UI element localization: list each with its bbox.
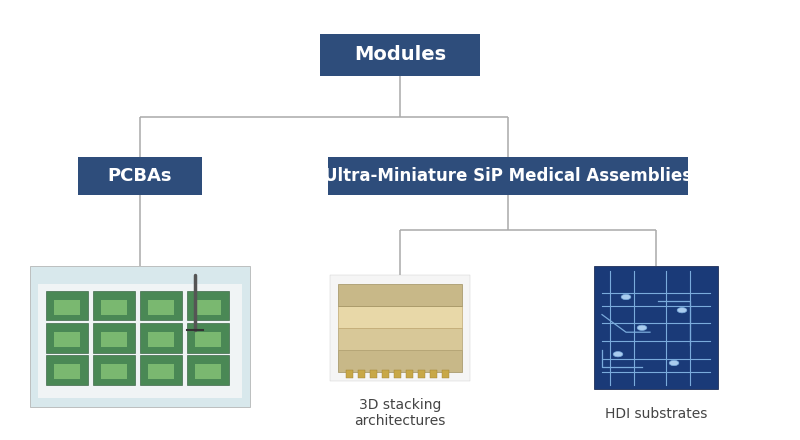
Bar bbox=[370, 370, 378, 378]
Text: HDI substrates: HDI substrates bbox=[605, 407, 707, 421]
Bar bbox=[46, 323, 88, 353]
Bar bbox=[54, 300, 80, 315]
Bar bbox=[140, 291, 182, 320]
Bar bbox=[382, 370, 389, 378]
Bar bbox=[442, 370, 450, 378]
Bar bbox=[54, 332, 80, 347]
Bar bbox=[30, 266, 250, 407]
Bar bbox=[346, 370, 354, 378]
FancyBboxPatch shape bbox=[320, 34, 480, 76]
Bar bbox=[149, 364, 174, 379]
Bar bbox=[594, 266, 718, 389]
Bar bbox=[195, 332, 221, 347]
Text: PCBAs: PCBAs bbox=[108, 167, 172, 185]
Bar bbox=[93, 291, 135, 320]
Bar bbox=[102, 364, 126, 379]
Bar bbox=[394, 370, 401, 378]
Bar bbox=[46, 356, 88, 385]
Bar bbox=[54, 364, 80, 379]
Bar bbox=[418, 370, 426, 378]
Bar bbox=[38, 284, 242, 398]
Bar bbox=[187, 323, 230, 353]
FancyBboxPatch shape bbox=[328, 157, 688, 194]
Text: 3D stacking
architectures: 3D stacking architectures bbox=[354, 398, 446, 429]
Bar bbox=[406, 370, 413, 378]
Text: Modules: Modules bbox=[354, 45, 446, 65]
Bar bbox=[140, 356, 182, 385]
Bar bbox=[187, 356, 230, 385]
Bar bbox=[187, 291, 230, 320]
Bar bbox=[149, 300, 174, 315]
Bar bbox=[338, 328, 462, 350]
Bar bbox=[358, 370, 365, 378]
Bar bbox=[338, 284, 462, 306]
Circle shape bbox=[622, 294, 630, 300]
Bar bbox=[93, 356, 135, 385]
Bar bbox=[330, 275, 470, 381]
Bar bbox=[140, 323, 182, 353]
Circle shape bbox=[614, 352, 622, 357]
Bar bbox=[195, 300, 221, 315]
Circle shape bbox=[669, 360, 678, 366]
Bar bbox=[102, 300, 126, 315]
Bar bbox=[338, 306, 462, 328]
FancyBboxPatch shape bbox=[78, 157, 202, 194]
Bar bbox=[338, 350, 462, 372]
Circle shape bbox=[638, 325, 646, 330]
Bar bbox=[430, 370, 437, 378]
Bar bbox=[46, 291, 88, 320]
Circle shape bbox=[677, 308, 686, 313]
Bar bbox=[93, 323, 135, 353]
Bar bbox=[195, 364, 221, 379]
Bar bbox=[149, 332, 174, 347]
Text: Ultra-Miniature SiP Medical Assemblies: Ultra-Miniature SiP Medical Assemblies bbox=[324, 167, 692, 185]
Bar bbox=[102, 332, 126, 347]
